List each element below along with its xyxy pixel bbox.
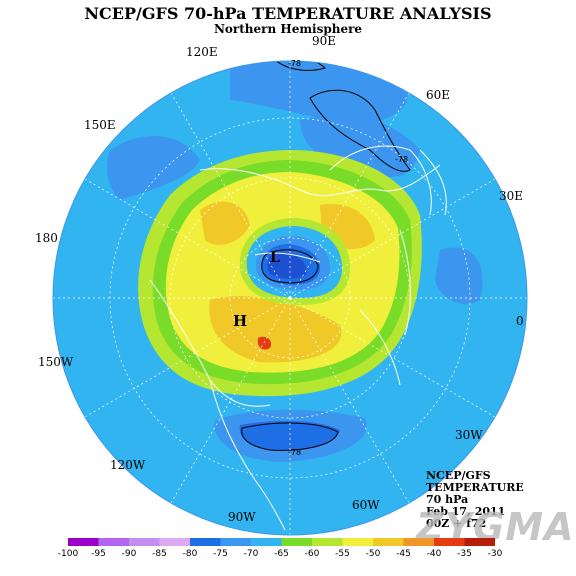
longitude-label-90e: 90E: [312, 34, 337, 48]
graticule: [53, 61, 527, 535]
info-field: TEMPERATURE: [426, 481, 524, 494]
low-center-label: L: [270, 250, 280, 266]
longitude-label-30e: 30E: [499, 189, 524, 203]
vortex-inner-core: [267, 252, 307, 279]
contour-line-arctic: [261, 249, 319, 284]
contour-line-top: [273, 61, 326, 71]
coastlines: [149, 145, 447, 531]
longitude-label-180: 180: [35, 231, 58, 245]
info-forecast-hour: 00Z + f72: [426, 517, 487, 530]
longitude-label-30w: 30W: [455, 428, 483, 442]
info-block: NCEP/GFS TEMPERATURE 70 hPa Feb 17, 2011…: [426, 470, 524, 530]
map-subtitle: Northern Hemisphere: [213, 22, 363, 36]
map-boundary: [52, 60, 528, 536]
warm-patch-orange-nw: [200, 201, 250, 245]
contour-line-tropics: [241, 422, 339, 451]
longitude-label-120e: 120E: [186, 45, 218, 59]
watermark-logo: ZYGMA: [416, 505, 575, 549]
contour-label: -78: [288, 448, 301, 457]
longitude-label-150e: 150E: [84, 118, 116, 132]
cold-patch-east: [435, 247, 483, 304]
contour-label: -78: [288, 59, 301, 68]
high-center-label: H: [233, 312, 247, 330]
longitude-label-120w: 120W: [110, 458, 146, 472]
info-date: Feb 17, 2011: [426, 505, 506, 518]
warm-patch-orange-s: [209, 296, 342, 363]
warm-patch-red: [257, 336, 272, 350]
longitude-label-90w: 90W: [228, 510, 256, 524]
contour-label: -78: [395, 155, 408, 164]
longitude-label-150w: 150W: [38, 355, 74, 369]
longitude-label-0: 0: [516, 314, 524, 328]
contour-line-siberia: [309, 89, 411, 172]
map-title: NCEP/GFS 70-hPa TEMPERATURE ANALYSIS: [84, 4, 492, 23]
cold-patch-tropics-inner: [239, 420, 340, 451]
cold-patch-pacific: [107, 136, 200, 200]
info-model: NCEP/GFS: [426, 469, 491, 482]
info-level: 70 hPa: [426, 493, 469, 506]
longitude-label-60e: 60E: [426, 88, 451, 102]
longitude-label-60w: 60W: [352, 498, 380, 512]
